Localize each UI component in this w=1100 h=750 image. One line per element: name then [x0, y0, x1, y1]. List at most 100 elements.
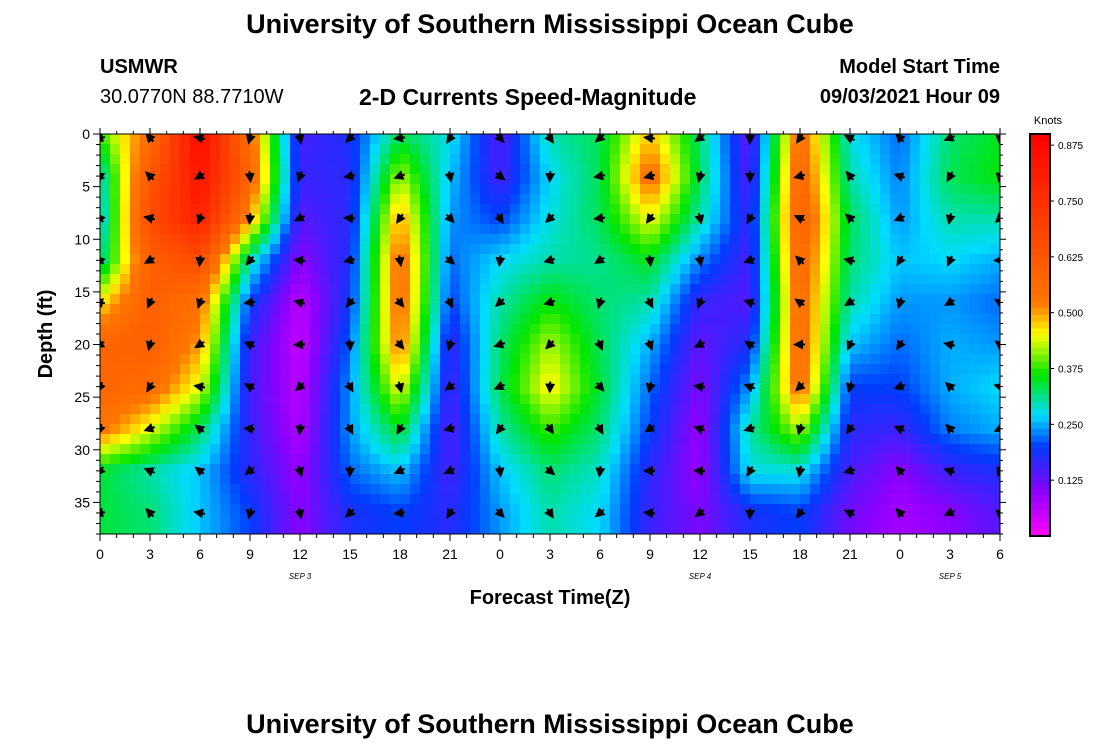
- heatmap-cell: [610, 414, 621, 425]
- heatmap-cell: [670, 404, 681, 415]
- y-axis-label: Depth (ft): [35, 290, 57, 379]
- heatmap-cell: [440, 354, 451, 365]
- heatmap-cell: [990, 524, 1000, 534]
- heatmap-cell: [450, 374, 461, 385]
- heatmap-cell: [210, 494, 221, 505]
- current-arrow: [544, 507, 554, 519]
- heatmap-cell: [730, 264, 741, 275]
- heatmap-cell: [690, 324, 701, 335]
- heatmap-cell: [680, 444, 691, 455]
- colorbar-tick-label: 0.750: [1058, 197, 1083, 208]
- heatmap-cell: [510, 224, 521, 235]
- heatmap-cell: [670, 174, 681, 185]
- heatmap-cell: [910, 224, 921, 235]
- heatmap-cell: [770, 194, 781, 205]
- heatmap-cell: [400, 524, 411, 534]
- heatmap-cell: [880, 214, 891, 225]
- model-start-label: Model Start Time: [839, 56, 1000, 78]
- heatmap-cell: [830, 324, 841, 335]
- heatmap-cell: [540, 414, 551, 425]
- heatmap-cell: [170, 424, 181, 435]
- heatmap-cell: [350, 484, 361, 495]
- heatmap-cell: [270, 344, 281, 355]
- heatmap-cell: [160, 224, 171, 235]
- heatmap-cell: [920, 164, 931, 175]
- heatmap-cell: [700, 224, 711, 235]
- heatmap-cell: [980, 444, 991, 455]
- heatmap-cell: [760, 244, 771, 255]
- heatmap-cell: [560, 384, 571, 395]
- heatmap-cell: [260, 264, 271, 275]
- heatmap-cell: [310, 324, 321, 335]
- heatmap-cell: [620, 294, 631, 305]
- heatmap-cell: [620, 144, 631, 155]
- heatmap-cell: [200, 234, 211, 245]
- heatmap-cell: [510, 464, 521, 475]
- heatmap-cell: [650, 454, 661, 465]
- heatmap-cell: [840, 354, 851, 365]
- heatmap-cell: [690, 344, 701, 355]
- heatmap-cell: [870, 394, 881, 405]
- heatmap-cell: [720, 174, 731, 185]
- heatmap-cell: [460, 244, 471, 255]
- heatmap-cell: [210, 254, 221, 265]
- heatmap-cell: [510, 414, 521, 425]
- heatmap-cell: [210, 474, 221, 485]
- heatmap-cell: [760, 224, 771, 235]
- heatmap-cell: [480, 304, 491, 315]
- heatmap-cell: [620, 464, 631, 475]
- heatmap-cell: [840, 244, 851, 255]
- heatmap-cell: [470, 294, 481, 305]
- heatmap-cell: [680, 134, 691, 145]
- heatmap-cell: [610, 264, 621, 275]
- heatmap-cell: [130, 134, 141, 145]
- heatmap-cell: [480, 414, 491, 425]
- heatmap-cell: [910, 234, 921, 245]
- heatmap-cell: [900, 414, 911, 425]
- heatmap-cell: [150, 444, 161, 455]
- heatmap-cell: [320, 144, 331, 155]
- heatmap-cell: [110, 244, 121, 255]
- heatmap-cell: [870, 504, 881, 515]
- heatmap-cell: [730, 334, 741, 345]
- current-arrow: [694, 255, 705, 268]
- heatmap-cell: [570, 254, 581, 265]
- heatmap-cell: [420, 284, 431, 295]
- heatmap-cell: [170, 354, 181, 365]
- current-arrow: [443, 465, 456, 475]
- heatmap-cell: [430, 414, 441, 425]
- heatmap-cell: [460, 194, 471, 205]
- heatmap-cell: [420, 164, 431, 175]
- heatmap-cell: [520, 264, 531, 275]
- heatmap-cell: [340, 364, 351, 375]
- heatmap-cell: [870, 324, 881, 335]
- heatmap-cell: [280, 504, 291, 515]
- heatmap-cell: [420, 144, 431, 155]
- heatmap-cell: [960, 274, 971, 285]
- heatmap-cell: [990, 174, 1000, 185]
- heatmap-cell: [720, 334, 731, 345]
- heatmap-cell: [830, 384, 841, 395]
- heatmap-cell: [600, 354, 611, 365]
- heatmap-cell: [480, 224, 491, 235]
- heatmap-cell: [710, 354, 721, 365]
- heatmap-cell: [540, 474, 551, 485]
- heatmap-cell: [660, 344, 671, 355]
- heatmap-cell: [200, 284, 211, 295]
- heatmap-cell: [550, 134, 561, 145]
- heatmap-cell: [940, 194, 951, 205]
- heatmap-cell: [140, 384, 151, 395]
- heatmap-cell: [170, 264, 181, 275]
- heatmap-cell: [530, 254, 541, 265]
- heatmap-cell: [210, 464, 221, 475]
- heatmap-cell: [990, 484, 1000, 495]
- heatmap-cell: [390, 144, 401, 155]
- heatmap-cell: [920, 214, 931, 225]
- heatmap-cell: [620, 484, 631, 495]
- heatmap-cell: [420, 494, 431, 505]
- heatmap-cell: [320, 264, 331, 275]
- heatmap-cell: [320, 174, 331, 185]
- heatmap-cell: [910, 424, 921, 435]
- heatmap-cell: [900, 354, 911, 365]
- heatmap-cell: [560, 224, 571, 235]
